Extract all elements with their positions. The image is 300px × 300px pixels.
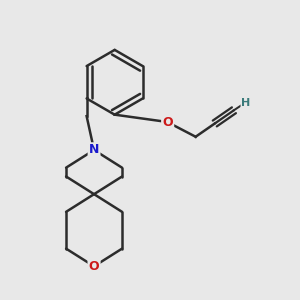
Text: H: H [241, 98, 250, 108]
Text: N: N [89, 143, 99, 157]
Text: O: O [89, 260, 99, 273]
Text: O: O [162, 116, 173, 128]
